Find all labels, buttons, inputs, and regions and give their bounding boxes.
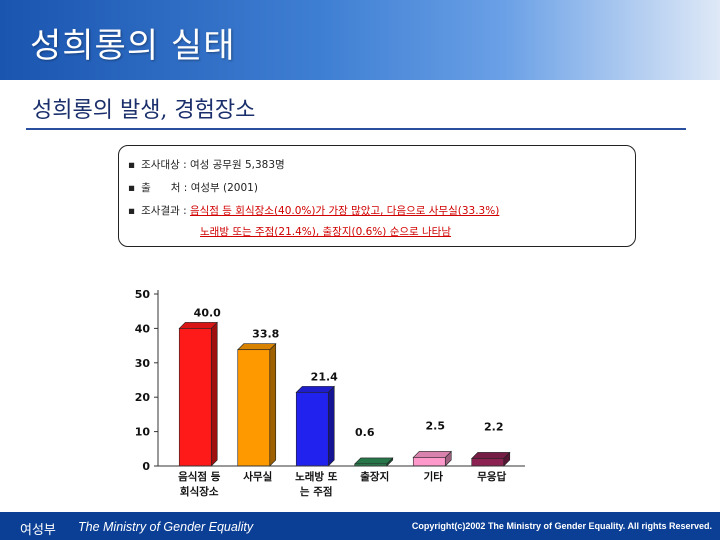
survey-info-box	[118, 145, 636, 247]
info-label: 출 처 :	[141, 182, 191, 194]
footer-bar: 여성부 The Ministry of Gender Equality Copy…	[0, 512, 720, 540]
y-tick-label: 30	[135, 357, 151, 370]
footer-org: 여성부	[20, 523, 56, 538]
bar	[237, 349, 271, 467]
category-label: 음식점 등	[178, 470, 221, 483]
info-value: 여성 공무원 5,383명	[189, 159, 285, 171]
bar-value-label: 21.4	[311, 370, 338, 383]
category-label: 출장지	[360, 470, 389, 483]
bar	[295, 392, 329, 467]
bar-top	[178, 322, 218, 329]
info-label: 조사대상 :	[141, 159, 190, 171]
y-tick-label: 20	[135, 391, 151, 404]
info-result-text-cont: 노래방 또는 주점(21.4%), 출장지(0.6%) 순으로 나타남	[200, 226, 452, 238]
footer-copyright: Copyright(c)2002 The Ministry of Gender …	[411, 521, 712, 531]
bar-top	[412, 451, 452, 458]
y-tick-label: 0	[142, 460, 150, 473]
bar-top	[237, 343, 277, 351]
y-tick-label: 10	[135, 426, 151, 439]
section-subtitle: 성희롱의 발생, 경험장소	[32, 98, 256, 123]
category-label: 노래방 또	[295, 470, 338, 483]
y-tick-label: 50	[135, 288, 151, 301]
bar-value-label: 2.5	[426, 419, 446, 432]
category-label: 는 주점	[300, 486, 333, 498]
category-label: 사무실	[243, 470, 272, 483]
info-value: 여성부 (2001)	[190, 182, 258, 194]
bar	[178, 328, 212, 467]
page-title: 성희롱의 실태	[30, 26, 236, 66]
info-line-result-cont: 노래방 또는 주점(21.4%), 출장지(0.6%) 순으로 나타남	[200, 224, 451, 239]
bar-side	[327, 385, 335, 467]
bar-value-label: 2.2	[484, 420, 504, 433]
bar-value-label: 40.0	[194, 306, 221, 319]
footer-org-english: The Ministry of Gender Equality	[78, 520, 254, 534]
info-result-text: 음식점 등 회식장소(40.0%)가 가장 많았고, 다음으로 사무실(33.3…	[189, 205, 500, 217]
title-bar: 성희롱의 실태	[0, 0, 720, 80]
info-line-source: ▪ 출 처 : 여성부 (2001)	[128, 180, 258, 195]
info-line-target: ▪ 조사대상 : 여성 공무원 5,383명	[128, 157, 285, 172]
bar-top	[354, 457, 394, 465]
bullet-icon: ▪	[128, 159, 136, 171]
category-label: 회식장소	[180, 485, 219, 498]
bar-value-label: 33.8	[252, 328, 279, 341]
bar-value-label: 0.6	[355, 426, 375, 439]
info-label: 조사결과 :	[141, 205, 190, 217]
subtitle-divider	[26, 128, 686, 130]
y-tick-label: 40	[135, 322, 151, 335]
category-label: 기타	[424, 470, 444, 483]
bullet-icon: ▪	[128, 205, 136, 217]
bar-top	[471, 452, 511, 459]
bar-top	[295, 386, 335, 393]
bar	[412, 457, 446, 467]
info-line-result: ▪ 조사결과 : 음식점 등 회식장소(40.0%)가 가장 많았고, 다음으로 …	[128, 203, 499, 218]
bar-side	[210, 321, 218, 467]
bar	[471, 458, 505, 467]
category-label: 무응답	[477, 471, 506, 483]
bullet-icon: ▪	[128, 182, 136, 194]
bar-side	[269, 343, 277, 467]
